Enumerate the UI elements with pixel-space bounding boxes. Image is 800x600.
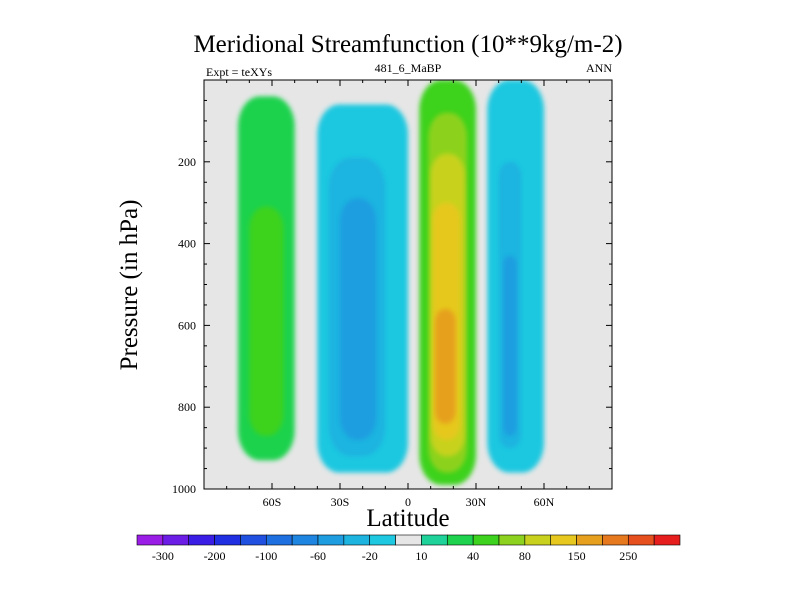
colorbar-swatch: [343, 534, 371, 546]
colorbar-swatch: [550, 534, 577, 546]
y-tick-label: 200: [178, 155, 196, 169]
colorbar-swatch: [653, 534, 681, 546]
contour-fields: [238, 80, 544, 485]
colorbar-label: 150: [568, 549, 586, 563]
colorbar-swatch: [524, 534, 552, 546]
x-tick-label: 30S: [331, 495, 350, 509]
y-tick-label: 400: [178, 237, 196, 251]
colorbar-label: 250: [619, 549, 637, 563]
y-axis: 200 400 600 800 1000: [172, 99, 612, 496]
colorbar-swatch: [602, 534, 629, 546]
x-tick-label: 0: [405, 495, 411, 509]
case-label: 481_6_MaBP: [375, 61, 442, 75]
colorbar-swatch: [291, 534, 319, 546]
colorbar-swatch: [265, 534, 293, 546]
x-tick-label: 60N: [534, 495, 555, 509]
y-tick-label: 800: [178, 400, 196, 414]
colorbar: -300 -200 -100 -60 -20 10 40 80 150 250: [136, 534, 681, 563]
experiment-label: Expt = teXYs: [206, 65, 272, 79]
colorbar-label: 40: [467, 549, 479, 563]
colorbar-label: -60: [310, 549, 326, 563]
colorbar-swatch: [421, 534, 448, 546]
contour-field-4: [340, 198, 377, 440]
colorbar-swatch: [240, 534, 267, 546]
colorbar-swatch: [446, 534, 474, 546]
y-axis-title: Pressure (in hPa): [116, 200, 143, 371]
colorbar-swatch: [214, 534, 241, 546]
colorbar-swatch: [188, 534, 215, 546]
y-tick-label: 600: [178, 318, 196, 332]
colorbar-label: -20: [362, 549, 378, 563]
colorbar-swatch: [576, 534, 603, 546]
colorbar-swatch: [472, 534, 500, 546]
season-label: ANN: [586, 61, 612, 75]
chart-title: Meridional Streamfunction (10**9kg/m-2): [193, 31, 622, 58]
colorbar-swatch: [627, 534, 655, 546]
x-tick-label: 30N: [466, 495, 487, 509]
contour-field-12: [503, 255, 517, 436]
colorbar-swatch: [162, 534, 190, 546]
colorbar-swatch: [369, 534, 396, 546]
colorbar-swatch: [498, 534, 526, 546]
colorbar-label: -200: [204, 549, 226, 563]
colorbar-label: -300: [152, 549, 174, 563]
colorbar-swatch: [136, 534, 164, 546]
colorbar-swatch: [395, 534, 422, 546]
y-tick-label: 1000: [172, 482, 196, 496]
colorbar-label: -100: [255, 549, 277, 563]
colorbar-swatch: [317, 534, 345, 546]
contour-field-1: [249, 206, 284, 436]
x-tick-label: 60S: [263, 495, 282, 509]
colorbar-label: 10: [415, 549, 427, 563]
x-axis: 60S 30S 0 30N 60N: [226, 80, 590, 509]
colorbar-label: 80: [519, 549, 531, 563]
contour-field-9: [435, 309, 456, 424]
x-axis-title: Latitude: [366, 505, 449, 532]
